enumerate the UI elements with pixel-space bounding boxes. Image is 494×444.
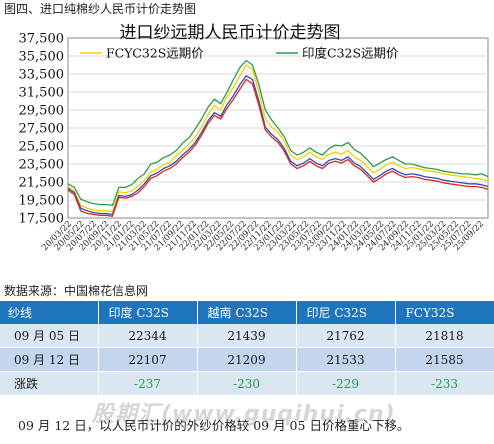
header-indonesia-c32s: 印尼 C32S bbox=[296, 301, 396, 324]
series-line-2 bbox=[67, 59, 489, 207]
figure-caption: 图四、进口纯棉纱人民币计价走势图 bbox=[4, 2, 197, 16]
cell-fcy: 21818 bbox=[395, 324, 494, 348]
y-tick-label: 29,500 bbox=[19, 104, 65, 119]
y-tick-label: 19,500 bbox=[19, 194, 65, 209]
legend-label: FCYC32S远期价 bbox=[106, 46, 204, 61]
series-line-4 bbox=[67, 78, 489, 217]
y-tick-label: 17,500 bbox=[19, 212, 65, 227]
y-axis-ticks: 17,500 19,500 21,500 23,500 25,500 27,500 29,5… bbox=[19, 32, 65, 227]
price-table: 纱线 印度 C32S 越南 C32S 印尼 C32S FCY32S 09 月 0… bbox=[0, 301, 494, 396]
cell-vietnam: 21209 bbox=[197, 347, 297, 372]
chart-title: 进口纱远期人民币计价走势图 bbox=[120, 23, 341, 43]
series-line-3 bbox=[67, 75, 489, 216]
cell-india-change: -237 bbox=[98, 371, 198, 396]
header-fcy32s: FCY32S bbox=[395, 301, 494, 324]
y-tick-label: 27,500 bbox=[19, 122, 65, 137]
series-lines bbox=[67, 59, 489, 217]
row-label-change: 涨跌 bbox=[0, 371, 99, 396]
y-tick-label: 37,500 bbox=[19, 32, 65, 47]
cell-indonesia-change: -229 bbox=[296, 371, 396, 396]
cell-indonesia: 21533 bbox=[296, 347, 396, 372]
y-tick-label: 23,500 bbox=[19, 158, 65, 173]
y-tick-label: 25,500 bbox=[19, 140, 65, 155]
table-row: 09 月 12 日 22107 21209 21533 21585 bbox=[0, 347, 494, 372]
cell-vietnam-change: -230 bbox=[197, 371, 297, 396]
header-india-c32s: 印度 C32S bbox=[98, 301, 198, 324]
cell-india: 22107 bbox=[98, 347, 198, 372]
price-trend-chart: 17,500 19,500 21,500 23,500 25,500 27,500 29,5… bbox=[0, 18, 494, 284]
chart-canvas: 17,500 19,500 21,500 23,500 25,500 27,500 29,5… bbox=[0, 18, 494, 284]
y-tick-label: 33,500 bbox=[19, 68, 65, 83]
legend-label: 印度C32S远期价 bbox=[302, 46, 399, 61]
header-yarn: 纱线 bbox=[0, 301, 99, 324]
cell-fcy: 21585 bbox=[395, 347, 494, 372]
series-line-1 bbox=[67, 64, 489, 213]
table-header-row: 纱线 印度 C32S 越南 C32S 印尼 C32S FCY32S bbox=[0, 301, 494, 324]
grid-lines bbox=[68, 55, 488, 201]
cell-indonesia: 21762 bbox=[296, 324, 396, 348]
y-tick-label: 21,500 bbox=[19, 176, 65, 191]
chart-legend: FCYC32S远期价 印度C32S远期价 bbox=[80, 46, 399, 61]
cell-vietnam: 21439 bbox=[197, 324, 297, 348]
cell-fcy-change: -233 bbox=[395, 371, 494, 396]
cell-india: 22344 bbox=[98, 324, 198, 348]
data-source-note: 数据来源：中国棉花信息网 bbox=[4, 284, 149, 298]
table-row: 09 月 05 日 22344 21439 21762 21818 bbox=[0, 324, 494, 348]
header-vietnam-c32s: 越南 C32S bbox=[197, 301, 297, 324]
y-tick-label: 31,500 bbox=[19, 86, 65, 101]
table-row-change: 涨跌 -237 -230 -229 -233 bbox=[0, 371, 494, 396]
y-tick-label: 35,500 bbox=[19, 50, 65, 65]
x-axis-ticks: 20/03/2220/05/2220/07/2220/09/2220/11/22… bbox=[40, 219, 486, 253]
row-date: 09 月 05 日 bbox=[0, 324, 99, 348]
footer-note: 09 月 12 日，以人民币计价的外纱价格较 09 月 05 日价格重心下移。 bbox=[18, 418, 410, 433]
row-date: 09 月 12 日 bbox=[0, 347, 99, 372]
